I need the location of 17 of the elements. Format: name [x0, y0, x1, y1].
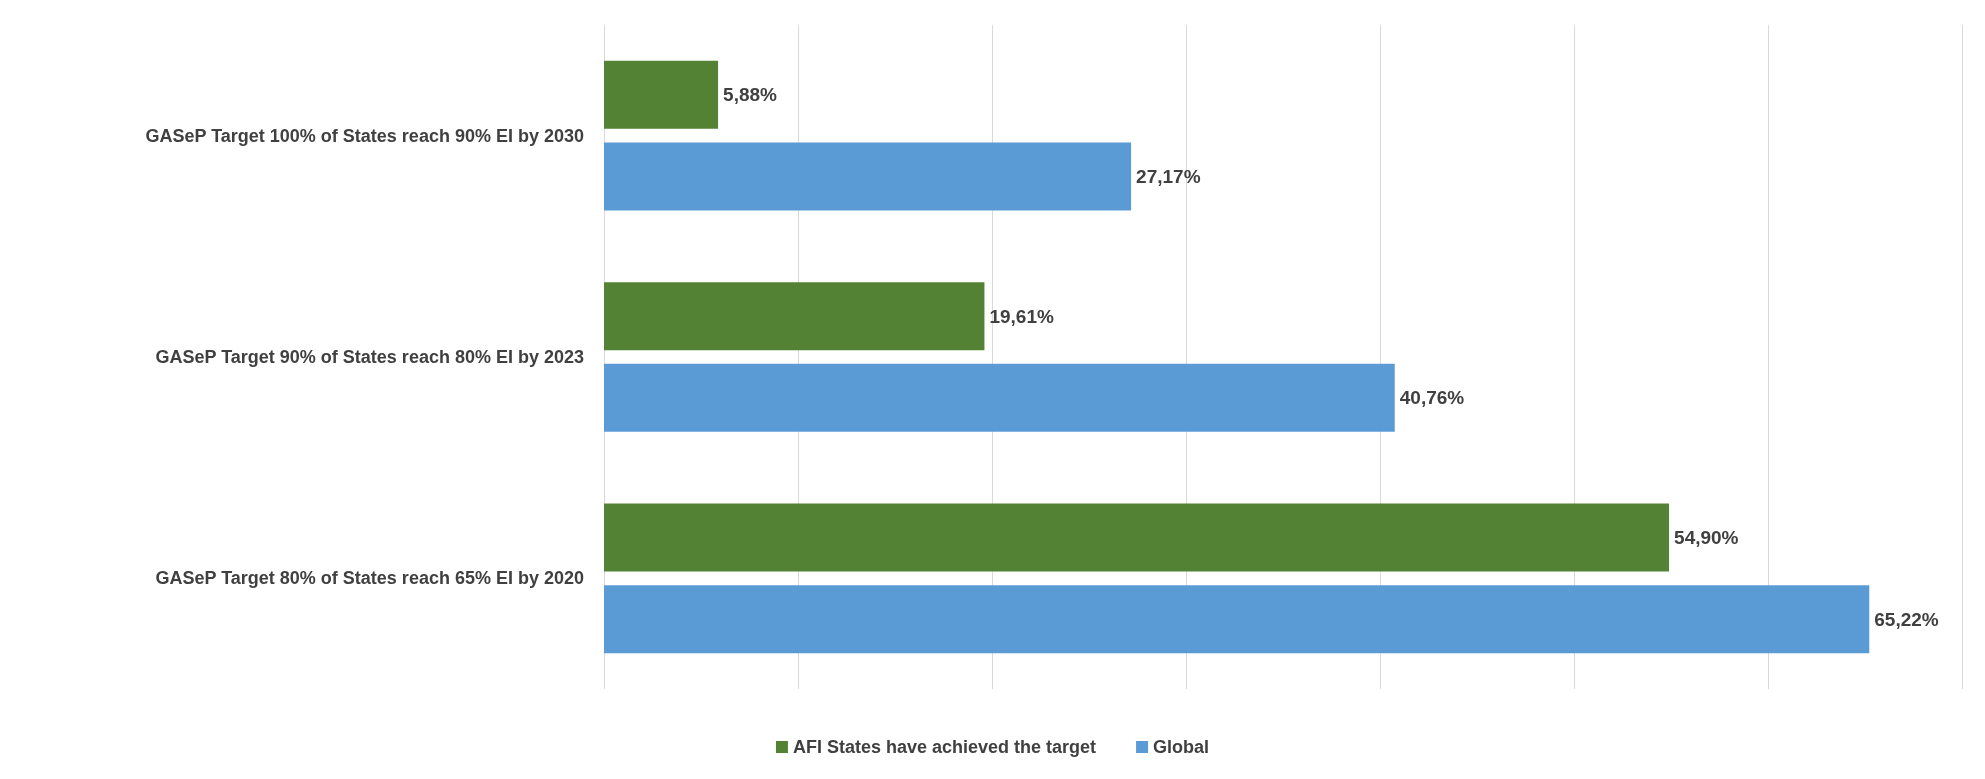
- y-tick-label: GASeP Target 80% of States reach 65% EI by 2020: [155, 568, 584, 589]
- bar: [604, 282, 985, 351]
- data-label: 27,17%: [1136, 165, 1201, 187]
- bar: [604, 503, 1670, 572]
- bar: [604, 60, 719, 129]
- data-label: 5,88%: [723, 84, 778, 106]
- legend-label: AFI States have achieved the target: [792, 737, 1097, 757]
- data-label: 19,61%: [989, 305, 1054, 327]
- data-label: 65,22%: [1874, 608, 1939, 630]
- bar: [604, 363, 1395, 432]
- bar: [604, 142, 1132, 211]
- y-tick-label: GASeP Target 100% of States reach 90% EI by 2030: [145, 125, 584, 146]
- data-label: 54,90%: [1674, 527, 1739, 549]
- data-label: 40,76%: [1399, 387, 1465, 409]
- legend-label: Global: [1153, 737, 1210, 757]
- bar: [604, 585, 1870, 654]
- y-tick-label: GASeP Target 90% of States reach 80% EI by 2023: [155, 347, 584, 367]
